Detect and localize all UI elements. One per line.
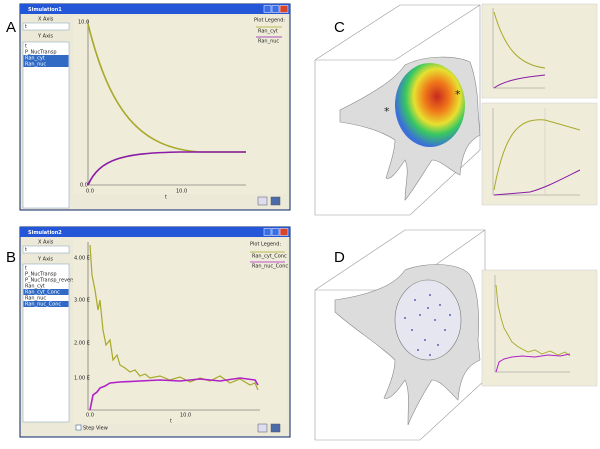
- cell-render: [314, 4, 481, 216]
- y-tick-label: 10.0: [78, 20, 89, 26]
- list-item[interactable]: Ran_nuc_Conc: [25, 302, 61, 308]
- curve: [493, 119, 581, 191]
- mini-plot: [481, 102, 598, 206]
- particles: [404, 294, 451, 356]
- window-title: Simulation1: [28, 7, 62, 13]
- list-item[interactable]: Ran_cyt: [25, 284, 45, 290]
- list-item[interactable]: P_NucTransp: [25, 50, 57, 56]
- x-axis-label: t: [170, 419, 172, 425]
- plot-area: [73, 16, 287, 194]
- plot-area: [481, 269, 598, 387]
- panel-label: A: [6, 19, 16, 36]
- checkbox[interactable]: [75, 424, 82, 431]
- curve: [493, 74, 546, 89]
- curve: [493, 11, 546, 69]
- list-item[interactable]: t: [25, 266, 27, 272]
- nucleus-heatmap: [395, 63, 465, 147]
- title-bar: [20, 227, 290, 237]
- curve: [495, 284, 571, 357]
- y-tick-label: 1.00 E: [74, 376, 90, 382]
- curve-ran-cyt-conc: [89, 244, 259, 391]
- x-tick-label: 10.0: [176, 189, 187, 195]
- y-tick-label: 2.00 E: [74, 341, 90, 347]
- legend-entry: Ran_cyt: [258, 29, 278, 35]
- list-item[interactable]: P_NucTransp: [25, 272, 57, 278]
- nucleus: [394, 279, 462, 361]
- mini-plot: [481, 269, 598, 387]
- bounding-box: [314, 4, 481, 216]
- window: Simulation1 X Axis t Y Axis t P_NucTrans…: [19, 3, 291, 211]
- legend-title: Plot Legend:: [254, 18, 285, 24]
- bounding-box: [315, 4, 481, 61]
- tool-button[interactable]: [257, 196, 268, 206]
- selection: [23, 61, 69, 67]
- panel-label: C: [334, 19, 345, 36]
- list-item[interactable]: Ran_nuc: [25, 296, 46, 302]
- cell-render: [314, 229, 486, 441]
- plot-area: [481, 3, 598, 99]
- title-bar: [20, 4, 290, 14]
- x-tick-label: 10.0: [180, 413, 191, 419]
- list-item[interactable]: Ran_cyt: [25, 56, 45, 62]
- plot-area: [481, 102, 598, 206]
- panel-label: D: [334, 249, 345, 266]
- y-tick-label: 4.00 E: [74, 256, 90, 262]
- minimize-button[interactable]: [263, 5, 272, 13]
- curve-ran-nuc-conc: [89, 377, 259, 411]
- list-item[interactable]: P_NucTransp_reverse: [25, 278, 78, 284]
- close-button[interactable]: [279, 5, 289, 13]
- window: Simulation2 X Axis t Y Axis t P_NucTrans…: [19, 226, 291, 438]
- selection: [23, 289, 69, 295]
- panel-label: B: [6, 249, 16, 266]
- curve: [493, 169, 581, 196]
- selection: [23, 55, 69, 61]
- legend-entry: Ran_nuc: [258, 39, 279, 45]
- y-tick-label: 3.00 E: [74, 298, 90, 304]
- dropdown-value: t: [25, 24, 27, 30]
- tool-button[interactable]: [270, 196, 281, 206]
- plot-area: [73, 239, 287, 424]
- legend-title: Plot Legend:: [250, 242, 281, 248]
- marker: *: [455, 88, 461, 101]
- axis-caption: Y Axis: [37, 34, 53, 40]
- list-item[interactable]: Ran_cyt_Conc: [25, 290, 60, 296]
- variable-list[interactable]: [22, 41, 70, 209]
- x-tick-label: 0.0: [86, 189, 94, 195]
- window-title: Simulation2: [28, 230, 62, 236]
- list-item[interactable]: Ran_nuc: [25, 62, 46, 68]
- maximize-button[interactable]: [271, 5, 280, 13]
- selection: [23, 301, 69, 307]
- x-axis-dropdown[interactable]: [22, 245, 70, 254]
- axis-caption: Y Axis: [37, 257, 53, 263]
- x-axis-dropdown[interactable]: [22, 22, 70, 31]
- axis-caption: X Axis: [38, 17, 54, 23]
- maximize-button[interactable]: [271, 228, 280, 236]
- tool-button[interactable]: [257, 423, 268, 433]
- list-item[interactable]: t: [25, 44, 27, 50]
- dropdown-value: t: [25, 247, 27, 253]
- mini-plot: [481, 3, 598, 99]
- minimize-button[interactable]: [263, 228, 272, 236]
- x-tick-label: 0.0: [86, 413, 94, 419]
- curve: [495, 353, 571, 373]
- axis-caption: X Axis: [38, 240, 54, 246]
- close-button[interactable]: [279, 228, 289, 236]
- curve-ran-cyt: [87, 23, 246, 153]
- y-tick-label: 0.0: [80, 183, 88, 189]
- legend-entry: Ran_cyt_Conc: [252, 254, 287, 260]
- curve-ran-nuc: [87, 151, 246, 186]
- marker: *: [384, 105, 390, 118]
- x-axis-label: t: [165, 195, 167, 201]
- checkbox-label[interactable]: Step View: [83, 426, 108, 432]
- legend-entry: Ran_nuc_Conc: [252, 264, 288, 270]
- tool-button[interactable]: [270, 423, 281, 433]
